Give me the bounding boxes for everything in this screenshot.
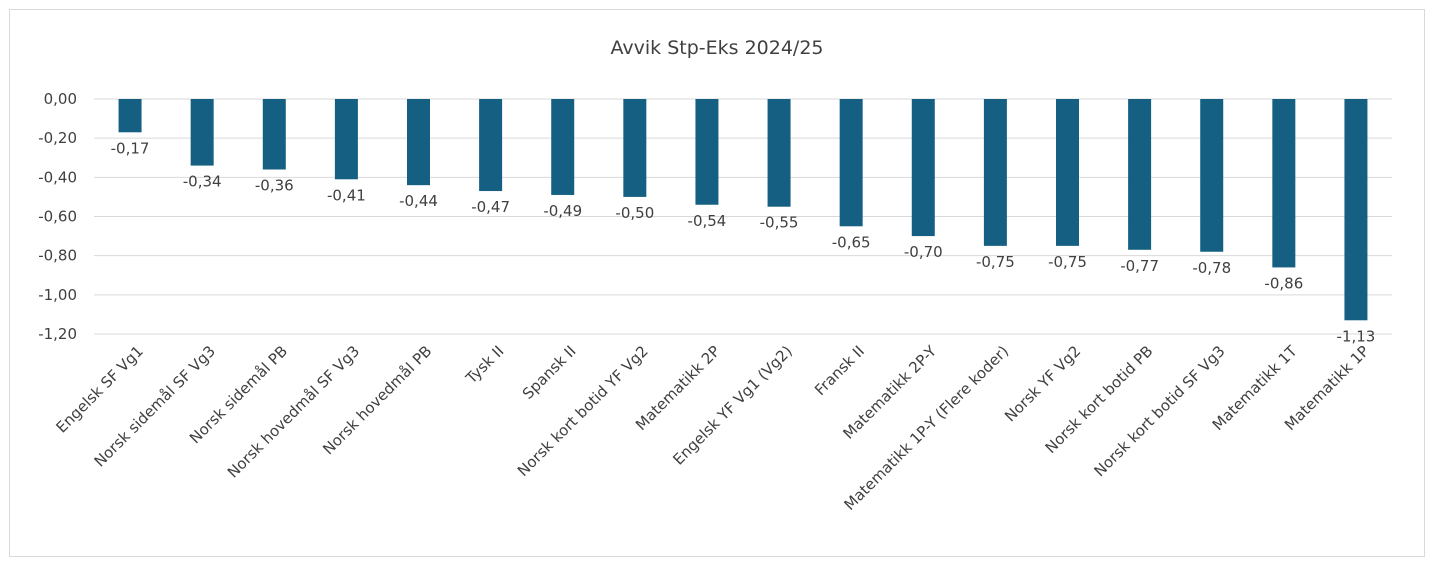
data-label: -0,49 [543,202,582,220]
bar [190,99,214,166]
data-label: -0,41 [327,186,366,204]
x-tick-label: Norsk kort botid SF Vg3 [1090,342,1228,480]
bar [118,99,142,133]
x-tick-label: Engelsk YF Vg1 (Vg2) [669,342,795,468]
gridlines [94,98,1392,335]
x-tick-label: Tysk II [462,342,508,388]
data-label: -0,47 [471,198,510,216]
bar [1056,99,1079,246]
y-tick-label: -0,20 [38,129,77,147]
bar [1200,99,1224,252]
data-label: -0,44 [399,192,438,210]
bar [334,99,358,180]
data-label: -1,13 [1337,327,1376,345]
data-label: -0,65 [832,233,871,251]
bar [262,99,286,170]
y-tick-label: -0,40 [38,168,77,186]
x-tick-label: Norsk kort botid YF Vg2 [514,342,652,480]
data-label: -0,54 [688,212,727,230]
data-label: -0,75 [976,253,1015,271]
data-label: -0,75 [1048,253,1087,271]
y-tick-label: -1,00 [38,286,77,304]
data-label: -0,70 [904,243,943,261]
data-label: -0,78 [1192,259,1231,277]
x-tick-label: Fransk II [811,342,868,399]
x-tick-label: Norsk hovedmål SF Vg3 [224,342,363,481]
data-label: -0,55 [760,214,799,232]
y-axis: 0,00 -0,20 -0,40 -0,60 -0,80 -1,00 -1,20 [38,90,77,343]
data-labels: -0,17 -0,34 -0,36 -0,41 -0,44 -0,47 -0,49 -0,50… [111,139,1376,345]
bar [551,99,575,195]
bar [623,99,647,197]
bar [407,99,430,186]
bar [911,99,935,237]
bar [1128,99,1152,250]
bar [479,99,503,192]
y-tick-label: -1,20 [38,325,77,343]
y-tick-label: -0,60 [38,208,77,226]
bars [118,99,1368,321]
bar [767,99,791,207]
data-label: -0,36 [255,177,294,195]
chart-title: Avvik Stp-Eks 2024/25 [611,37,824,59]
data-label: -0,50 [615,204,654,222]
bar [1344,99,1368,321]
data-label: -0,86 [1264,274,1303,292]
bar [983,99,1007,246]
y-tick-label: -0,80 [38,247,77,265]
y-tick-label: 0,00 [44,90,77,108]
bar [695,99,719,205]
data-label: -0,77 [1120,257,1159,275]
x-tick-label: Spansk II [519,342,580,403]
x-tick-label: Norsk sidemål SF Vg3 [91,342,219,470]
data-label: -0,34 [183,173,222,191]
data-label: -0,17 [111,139,150,157]
bar [1272,99,1296,268]
bar [839,99,863,227]
